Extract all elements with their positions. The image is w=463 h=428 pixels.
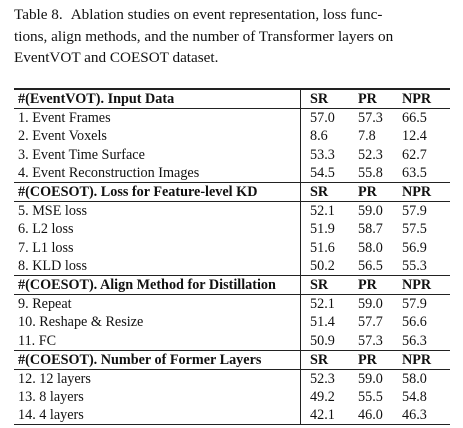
cell: 57.9 xyxy=(402,203,427,220)
ablation-table: #(EventVOT). Input Data SR PR NPR 1. Event F… xyxy=(14,88,450,426)
cell: 2. Event Voxels xyxy=(14,127,301,146)
caption-line: EventVOT and COESOT dataset. xyxy=(14,49,219,66)
header-row: #(COESOT). Number of Former Layers SR PR NP… xyxy=(14,349,450,370)
cell: 12. 12 layers xyxy=(14,369,301,388)
caption-line: Table 8. Ablation studies on event repres… xyxy=(14,4,452,26)
cell: 55.8 xyxy=(358,164,383,181)
data-row: 8. KLD loss 50.2 56.5 55.3 xyxy=(14,256,450,276)
cell: 55.3 xyxy=(402,257,427,274)
data-row: 2. Event Voxels 8.6 7.8 12.4 xyxy=(14,127,450,146)
cell: 51.6 xyxy=(310,239,335,256)
data-row: 14. 4 layers 42.1 46.0 46.3 xyxy=(14,406,450,426)
header-cell: SR xyxy=(300,349,354,370)
caption-line: tions, align methods, and the number of … xyxy=(14,27,394,45)
cell: 59.0 xyxy=(358,203,383,220)
cell: 57.7 xyxy=(358,314,383,331)
header-cell: #(COESOT). Align Method for Distillation xyxy=(14,274,301,296)
cell: 57.3 xyxy=(358,332,383,349)
data-row: 1. Event Frames 57.0 57.3 66.5 xyxy=(14,108,450,128)
cell: 51.9 xyxy=(310,221,335,238)
header-cell: PR xyxy=(354,88,398,110)
cell: 4. Event Reconstruction Images xyxy=(14,163,301,183)
cell: 56.5 xyxy=(358,257,383,274)
data-row: 5. MSE loss 52.1 59.0 57.9 xyxy=(14,201,450,221)
cell: 13. 8 layers xyxy=(14,388,301,407)
cell: 42.1 xyxy=(300,406,354,426)
header-cell: NPR xyxy=(398,274,450,296)
cell: 56.9 xyxy=(402,239,427,256)
cell: 9. Repeat xyxy=(14,294,301,314)
header-cell: #(COESOT). Number of Former Layers xyxy=(14,349,301,370)
cell: 57.3 xyxy=(358,110,383,127)
cell: 55.5 xyxy=(358,389,383,406)
header-cell: NPR xyxy=(398,181,450,203)
data-row: 9. Repeat 52.1 59.0 57.9 xyxy=(14,294,450,314)
cell: 57.0 xyxy=(310,110,335,127)
cell: 7. L1 loss xyxy=(14,238,301,257)
cell: 62.7 xyxy=(402,146,427,163)
cell: 58.7 xyxy=(358,221,383,238)
cell: 46.3 xyxy=(398,406,450,426)
header-cell: SR xyxy=(300,88,354,110)
cell: 49.2 xyxy=(310,389,335,406)
data-row: 7. L1 loss 51.6 58.0 56.9 xyxy=(14,238,450,257)
cell: 54.8 xyxy=(402,389,427,406)
cell: 11. FC xyxy=(14,331,301,351)
cell: 50.2 xyxy=(310,257,335,274)
data-row: 11. FC 50.9 57.3 56.3 xyxy=(14,331,450,351)
cell: 3. Event Time Surface xyxy=(14,145,301,164)
data-row: 12. 12 layers 52.3 59.0 58.0 xyxy=(14,369,450,388)
data-row: 10. Reshape & Resize 51.4 57.7 56.6 xyxy=(14,313,450,332)
cell: 58.0 xyxy=(358,239,383,256)
header-cell: NPR xyxy=(398,88,450,110)
cell: 8.6 xyxy=(310,128,328,145)
header-cell: #(EventVOT). Input Data xyxy=(14,88,301,110)
cell: 10. Reshape & Resize xyxy=(14,313,301,332)
caption-text: Ablation studies on event representation… xyxy=(70,6,383,23)
cell: 6. L2 loss xyxy=(14,220,301,239)
cell: 1. Event Frames xyxy=(14,108,301,128)
header-row: #(COESOT). Loss for Feature-level KD SR PR… xyxy=(14,181,450,203)
header-cell: PR xyxy=(354,274,398,296)
cell: 54.5 xyxy=(310,164,335,181)
cell: 57.5 xyxy=(402,221,427,238)
data-row: 3. Event Time Surface 53.3 52.3 62.7 xyxy=(14,145,450,164)
data-row: 6. L2 loss 51.9 58.7 57.5 xyxy=(14,220,450,239)
header-cell: SR xyxy=(300,274,354,296)
data-row: 13. 8 layers 49.2 55.5 54.8 xyxy=(14,388,450,407)
cell: 56.6 xyxy=(402,314,427,331)
header-cell: NPR xyxy=(398,349,450,370)
cell: 56.3 xyxy=(402,332,427,349)
cell: 59.0 xyxy=(358,296,383,313)
header-cell: PR xyxy=(354,349,398,370)
cell: 52.3 xyxy=(358,146,383,163)
cell: 52.3 xyxy=(310,370,335,387)
cell: 7.8 xyxy=(358,128,376,145)
cell: 51.4 xyxy=(310,314,335,331)
caption-label: Table 8. xyxy=(14,6,63,23)
header-row: #(COESOT). Align Method for Distillation… xyxy=(14,274,450,296)
cell: 50.9 xyxy=(310,332,335,349)
cell: 14. 4 layers xyxy=(14,406,301,426)
cell: 12.4 xyxy=(402,128,427,145)
cell: 52.1 xyxy=(310,203,335,220)
header-cell: #(COESOT). Loss for Feature-level KD xyxy=(14,181,301,203)
cell: 57.9 xyxy=(402,296,427,313)
data-row: 4. Event Reconstruction Images 54.5 55.8 63… xyxy=(14,163,450,183)
cell: 46.0 xyxy=(354,406,398,426)
cell: 66.5 xyxy=(402,110,427,127)
cell: 8. KLD loss xyxy=(14,256,301,276)
cell: 58.0 xyxy=(402,370,427,387)
header-row: #(EventVOT). Input Data SR PR NPR xyxy=(14,88,450,110)
cell: 63.5 xyxy=(402,164,427,181)
cell: 59.0 xyxy=(358,370,383,387)
cell: 5. MSE loss xyxy=(14,201,301,221)
header-cell: PR xyxy=(354,181,398,203)
cell: 53.3 xyxy=(310,146,335,163)
header-cell: SR xyxy=(300,181,354,203)
cell: 52.1 xyxy=(310,296,335,313)
caption: Table 8. Ablation studies on event repres… xyxy=(14,4,452,69)
